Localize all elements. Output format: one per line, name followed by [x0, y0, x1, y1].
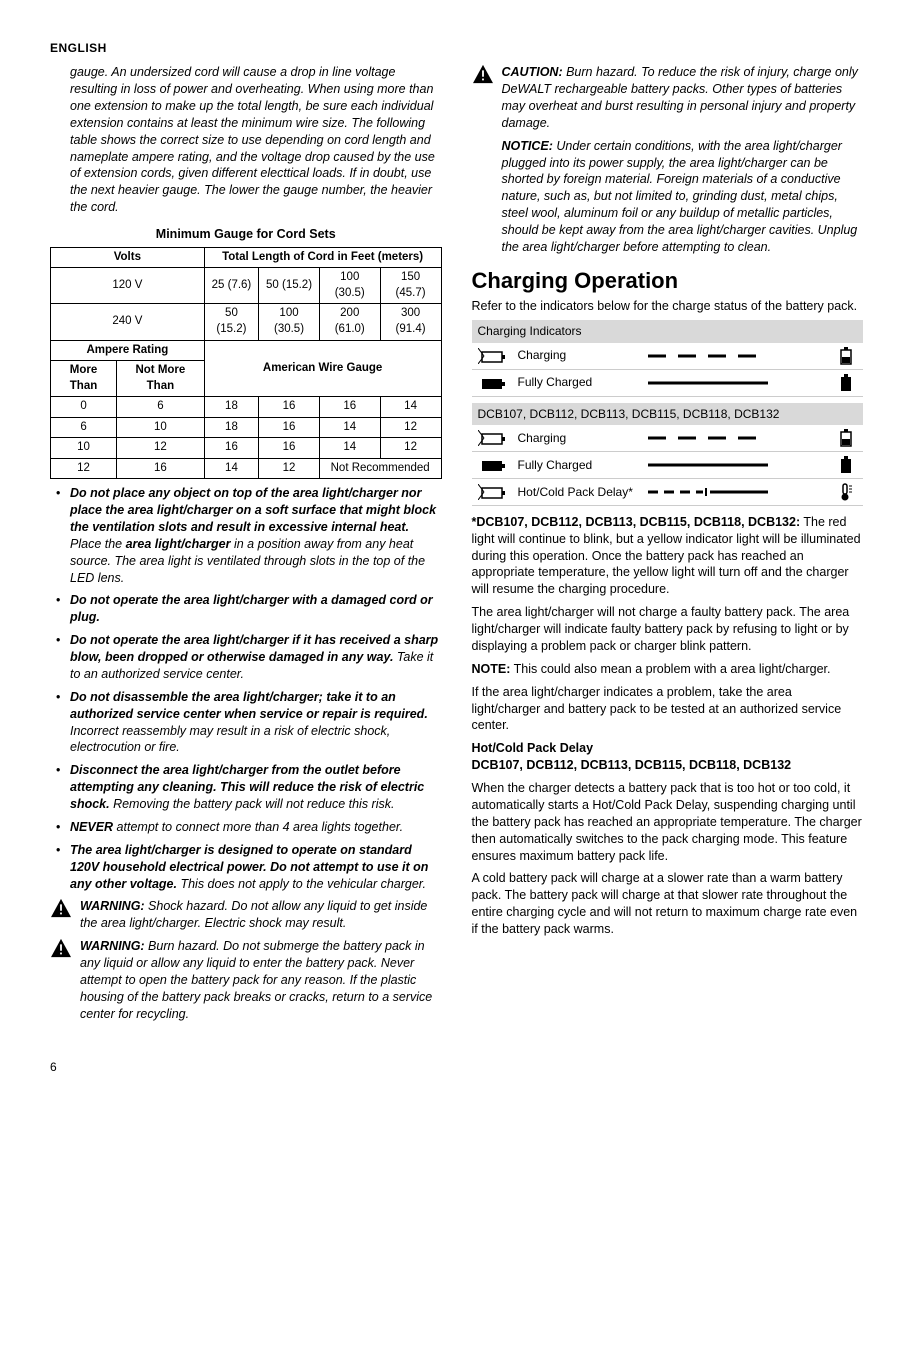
intro-paragraph: gauge. An undersized cord will cause a d… — [50, 64, 442, 216]
solid-line-icon — [648, 379, 830, 387]
solid-line-icon — [648, 461, 830, 469]
battery-blink-icon — [478, 430, 508, 446]
right-column: CAUTION: Burn hazard. To reduce the risk… — [472, 64, 864, 1028]
status-row-charging: Charging — [472, 343, 864, 370]
warning-text: WARNING: Burn hazard. Do not submerge th… — [80, 938, 442, 1022]
hotcold-p1: When the charger detects a battery pack … — [472, 780, 864, 864]
battery-half-icon — [839, 429, 857, 447]
volts-header: Volts — [51, 247, 205, 268]
hotcold-title: Hot/Cold Pack Delay — [472, 740, 864, 757]
problem-paragraph: If the area light/charger indicates a pr… — [472, 684, 864, 735]
dash-pattern-icon — [648, 352, 830, 360]
warning-triangle-icon — [50, 898, 72, 932]
warning-text: WARNING: Shock hazard. Do not allow any … — [80, 898, 442, 932]
battery-blink-icon — [478, 484, 508, 500]
delay-pattern-icon — [648, 488, 830, 496]
charging-intro: Refer to the indicators below for the ch… — [472, 298, 864, 315]
warning-block: WARNING: Shock hazard. Do not allow any … — [50, 898, 442, 932]
status-row-hot-cold-delay: Hot/Cold Pack Delay* — [472, 479, 864, 506]
safety-bullet-list: Do not place any object on top of the ar… — [50, 485, 442, 892]
caution-block: CAUTION: Burn hazard. To reduce the risk… — [472, 64, 864, 132]
length-header: Total Length of Cord in Feet (meters) — [204, 247, 441, 268]
table-row: 10 12 16 16 14 12 — [51, 438, 442, 459]
list-item: The area light/charger is designed to op… — [50, 842, 442, 893]
battery-full-icon — [839, 456, 857, 474]
list-item: Do not place any object on top of the ar… — [50, 485, 442, 586]
table-row: 6 10 18 16 14 12 — [51, 417, 442, 438]
left-column: gauge. An undersized cord will cause a d… — [50, 64, 442, 1028]
status-row-charging: Charging — [472, 425, 864, 452]
charging-operation-title: Charging Operation — [472, 266, 864, 296]
hotcold-models: DCB107, DCB112, DCB113, DCB115, DCB118, … — [472, 757, 864, 774]
dcb-models-header: DCB107, DCB112, DCB113, DCB115, DCB118, … — [472, 403, 864, 425]
battery-full-icon — [839, 374, 857, 392]
warning-block: WARNING: Burn hazard. Do not submerge th… — [50, 938, 442, 1022]
list-item: NEVER attempt to connect more than 4 are… — [50, 819, 442, 836]
battery-solid-icon — [478, 375, 508, 391]
list-item: Do not operate the area light/charger wi… — [50, 592, 442, 626]
note-paragraph: NOTE: This could also mean a problem wit… — [472, 661, 864, 678]
dcb-note: *DCB107, DCB112, DCB113, DCB115, DCB118,… — [472, 514, 864, 598]
ampere-header: Ampere Rating — [51, 340, 205, 361]
table-row: 240 V 50 (15.2) 100 (30.5) 200 (61.0) 30… — [51, 304, 442, 340]
caution-text: CAUTION: Burn hazard. To reduce the risk… — [502, 64, 864, 132]
more-than-header: More Than — [51, 361, 117, 397]
awg-header: American Wire Gauge — [204, 340, 441, 397]
hotcold-p2: A cold battery pack will charge at a slo… — [472, 870, 864, 938]
faulty-paragraph: The area light/charger will not charge a… — [472, 604, 864, 655]
status-row-fully-charged: Fully Charged — [472, 452, 864, 479]
list-item: Do not operate the area light/charger if… — [50, 632, 442, 683]
table-row: 12 16 14 12 Not Recommended — [51, 458, 442, 479]
page-number: 6 — [50, 1059, 863, 1075]
page-lang-header: ENGLISH — [50, 40, 863, 56]
cord-gauge-table: Volts Total Length of Cord in Feet (mete… — [50, 247, 442, 479]
thermometer-icon — [839, 483, 857, 501]
two-column-layout: gauge. An undersized cord will cause a d… — [50, 64, 863, 1028]
battery-solid-icon — [478, 457, 508, 473]
warning-triangle-icon — [472, 64, 494, 132]
warning-triangle-icon — [50, 938, 72, 1022]
not-more-than-header: Not More Than — [117, 361, 205, 397]
battery-half-icon — [839, 347, 857, 365]
dash-pattern-icon — [648, 434, 830, 442]
table-row: 0 6 18 16 16 14 — [51, 397, 442, 418]
charging-indicators-header: Charging Indicators — [472, 320, 864, 342]
list-item: Disconnect the area light/charger from t… — [50, 762, 442, 813]
notice-text: NOTICE: Under certain conditions, with t… — [472, 138, 864, 256]
cord-table-title: Minimum Gauge for Cord Sets — [50, 226, 442, 243]
table-row: 120 V 25 (7.6) 50 (15.2) 100 (30.5) 150 … — [51, 268, 442, 304]
battery-blink-icon — [478, 348, 508, 364]
status-row-fully-charged: Fully Charged — [472, 370, 864, 397]
list-item: Do not disassemble the area light/charge… — [50, 689, 442, 757]
